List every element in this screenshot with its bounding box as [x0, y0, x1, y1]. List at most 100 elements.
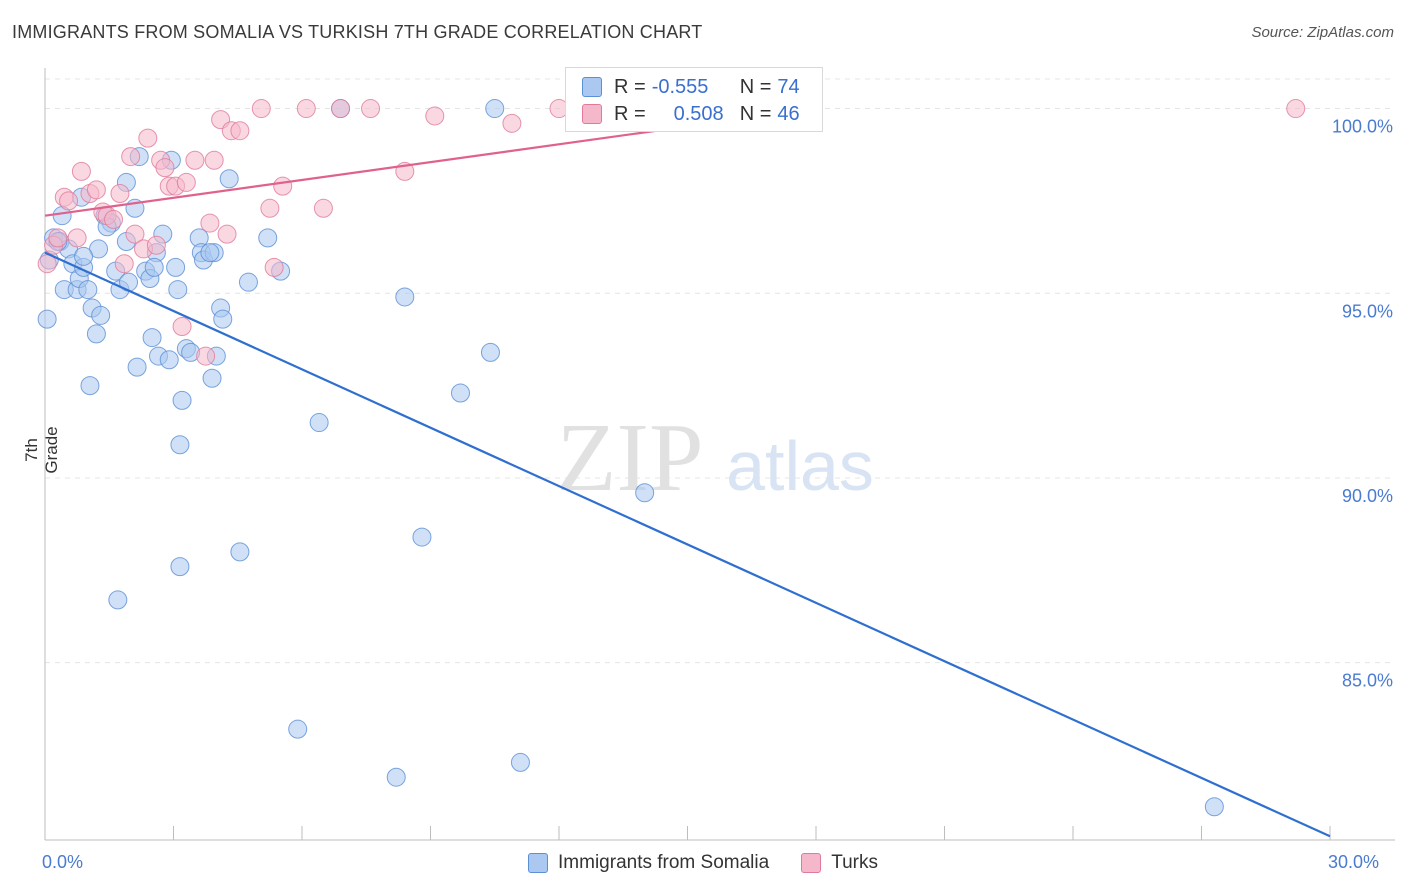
point-somalia [230, 542, 250, 562]
point-turks [185, 150, 205, 170]
axes: 85.0% 90.0% 95.0% 100.0% [44, 68, 1395, 841]
legend-label-somalia: Immigrants from Somalia [558, 852, 770, 873]
point-somalia [142, 328, 162, 348]
legend-swatch-turks [582, 104, 602, 124]
watermark-atlas: atlas [726, 427, 874, 505]
point-turks [114, 254, 134, 274]
point-turks [71, 161, 91, 181]
point-somalia [144, 257, 164, 277]
legend-swatch-somalia [528, 853, 549, 873]
point-turks [502, 113, 522, 133]
point-somalia [288, 719, 308, 739]
data-points [37, 99, 1306, 817]
legend-item-somalia: Immigrants from Somalia [528, 852, 769, 874]
point-turks [331, 99, 351, 119]
point-somalia [202, 368, 222, 388]
point-turks [200, 213, 220, 233]
legend-r-value: -0.555 [651, 75, 709, 98]
point-turks [204, 150, 224, 170]
point-turks [172, 317, 192, 337]
point-turks [217, 224, 237, 244]
series-legend: Immigrants from Somalia Turks [0, 852, 1406, 874]
point-somalia [480, 342, 500, 362]
point-turks [260, 198, 280, 218]
point-somalia [238, 272, 258, 292]
legend-row-somalia: R = -0.555 N = 74 [582, 74, 800, 100]
legend-swatch-turks [801, 853, 822, 873]
point-somalia [170, 435, 190, 455]
y-tick-label: 100.0% [1332, 117, 1393, 137]
point-turks [361, 99, 381, 119]
point-turks [155, 158, 175, 178]
legend-swatch-somalia [582, 77, 602, 97]
point-somalia [386, 767, 406, 787]
point-turks [104, 209, 124, 229]
x-tick-label-min: 0.0% [42, 852, 84, 872]
point-somalia [127, 357, 147, 377]
y-tick-label: 95.0% [1342, 301, 1393, 321]
point-somalia [412, 527, 432, 547]
legend-r-key: R = [614, 75, 646, 98]
point-turks [273, 176, 293, 196]
legend-r-value: 0.508 [673, 102, 724, 125]
point-somalia [166, 257, 186, 277]
point-somalia [108, 590, 128, 610]
point-somalia [78, 280, 98, 300]
point-turks [251, 99, 271, 119]
legend-n-value: 74 [777, 75, 800, 98]
correlation-legend: R = -0.555 N = 74 R = 0.508 N = 46 [565, 67, 823, 132]
point-somalia [309, 413, 329, 433]
point-somalia [74, 246, 94, 266]
point-turks [86, 180, 106, 200]
point-turks [48, 228, 68, 248]
point-somalia [91, 305, 111, 325]
point-turks [67, 228, 87, 248]
legend-r-key: R = [614, 102, 646, 125]
chart-source: Source: ZipAtlas.com [1251, 24, 1394, 41]
point-somalia [258, 228, 278, 248]
gridlines [45, 78, 1395, 664]
point-turks [425, 106, 445, 126]
legend-n-key: N = [739, 75, 772, 98]
point-somalia [219, 169, 239, 189]
legend-label-turks: Turks [831, 852, 878, 873]
point-turks [196, 346, 216, 366]
point-turks [121, 147, 141, 167]
point-somalia [159, 350, 179, 370]
x-tick-label-max: 30.0% [1328, 852, 1380, 872]
watermark: ZIP atlas [557, 404, 874, 512]
point-somalia [213, 309, 233, 329]
point-turks [313, 198, 333, 218]
point-somalia [37, 309, 57, 329]
legend-item-turks: Turks [801, 852, 878, 874]
chart-title: IMMIGRANTS FROM SOMALIA VS TURKISH 7TH G… [12, 22, 703, 42]
point-somalia [89, 239, 109, 259]
point-somalia [80, 376, 100, 396]
point-somalia [86, 324, 106, 344]
point-turks [125, 224, 145, 244]
point-somalia [1204, 797, 1224, 817]
point-somalia [168, 280, 188, 300]
point-turks [146, 235, 166, 255]
point-somalia [200, 243, 220, 263]
point-somalia [395, 287, 415, 307]
point-somalia [170, 557, 190, 577]
point-turks [230, 121, 250, 141]
point-somalia [172, 390, 192, 410]
point-turks [110, 184, 130, 204]
legend-row-turks: R = 0.508 N = 46 [582, 101, 800, 127]
legend-n-value: 46 [777, 102, 800, 125]
legend-n-key: N = [739, 102, 772, 125]
point-turks [138, 128, 158, 148]
point-somalia [485, 99, 505, 119]
y-tick-label: 85.0% [1342, 671, 1393, 691]
point-somalia [635, 483, 655, 503]
point-turks [59, 191, 79, 211]
point-turks [264, 257, 284, 277]
watermark-zip: ZIP [557, 404, 704, 512]
y-tick-label: 90.0% [1342, 486, 1393, 506]
point-somalia [450, 383, 470, 403]
point-somalia [510, 752, 530, 772]
trend-line-somalia [44, 251, 1331, 838]
